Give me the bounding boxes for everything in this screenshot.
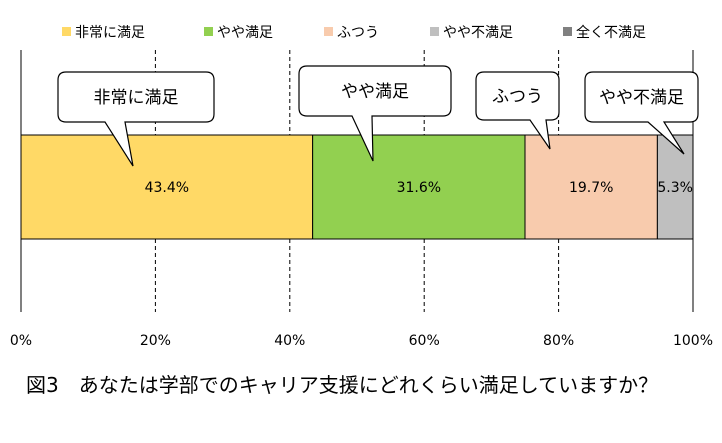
legend-swatch [204, 27, 213, 36]
x-tick-label: 0% [10, 333, 32, 349]
callout-bubble [298, 65, 452, 162]
data-label: 31.6% [397, 180, 441, 196]
bar-segment [20, 134, 314, 240]
x-tick-label: 100% [673, 333, 713, 349]
legend-label: やや満足 [217, 25, 273, 41]
legend-swatch [430, 27, 439, 36]
x-tick-label: 40% [274, 333, 305, 349]
figure-caption: 図3 あなたは学部でのキャリア支援にどれくらい満足していますか？ [26, 373, 659, 397]
bar-segment [656, 134, 694, 240]
legend-label: ふつう [337, 25, 379, 41]
callout-label: ふつう [492, 87, 543, 107]
legend-swatch [563, 27, 572, 36]
data-label: 19.7% [569, 180, 613, 196]
legend-label: 非常に満足 [75, 25, 145, 41]
x-tick-label: 20% [140, 333, 171, 349]
legend-swatch [324, 27, 333, 36]
callout-bubble [584, 71, 699, 155]
x-tick-label: 60% [409, 333, 440, 349]
x-tick-label: 80% [543, 333, 574, 349]
callout-label: やや不満足 [599, 88, 684, 108]
legend-label: やや不満足 [443, 25, 513, 41]
callout-bubble [57, 71, 215, 167]
legend-label: 全く不満足 [576, 24, 646, 41]
callout-label: やや満足 [341, 82, 409, 102]
callout-label: 非常に満足 [94, 88, 179, 108]
legend-swatch [62, 27, 71, 36]
bar-segment [524, 134, 658, 240]
data-label: 5.3% [657, 180, 693, 196]
data-label: 43.4% [145, 180, 189, 196]
callout-bubble [475, 71, 560, 150]
